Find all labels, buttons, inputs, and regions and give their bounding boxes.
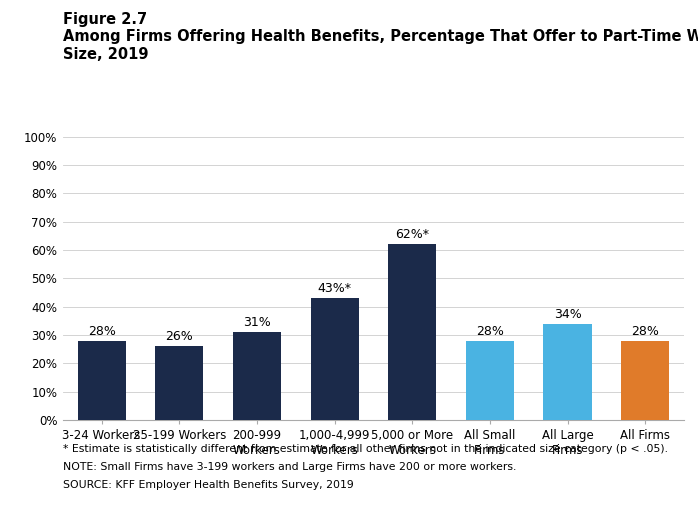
Text: 31%: 31%	[243, 316, 271, 329]
Text: 28%: 28%	[88, 325, 116, 338]
Bar	[311, 298, 359, 420]
Bar	[544, 323, 592, 420]
Text: 26%: 26%	[165, 330, 193, 343]
Text: Figure 2.7: Figure 2.7	[63, 12, 147, 27]
Text: Size, 2019: Size, 2019	[63, 47, 148, 62]
Text: 43%*: 43%*	[318, 282, 352, 295]
Text: 28%: 28%	[631, 325, 659, 338]
Text: SOURCE: KFF Employer Health Benefits Survey, 2019: SOURCE: KFF Employer Health Benefits Sur…	[63, 480, 354, 490]
Bar	[77, 341, 126, 420]
Text: 28%: 28%	[476, 325, 504, 338]
Text: 62%*: 62%*	[395, 228, 429, 242]
Text: NOTE: Small Firms have 3-199 workers and Large Firms have 200 or more workers.: NOTE: Small Firms have 3-199 workers and…	[63, 462, 517, 472]
Bar	[621, 341, 669, 420]
Text: 34%: 34%	[554, 308, 581, 321]
Text: Among Firms Offering Health Benefits, Percentage That Offer to Part-Time Workers: Among Firms Offering Health Benefits, Pe…	[63, 29, 698, 44]
Bar	[388, 244, 436, 420]
Bar	[466, 341, 514, 420]
Bar	[233, 332, 281, 420]
Bar	[155, 346, 203, 420]
Text: * Estimate is statistically different from estimate for all other firms not in t: * Estimate is statistically different fr…	[63, 444, 668, 454]
